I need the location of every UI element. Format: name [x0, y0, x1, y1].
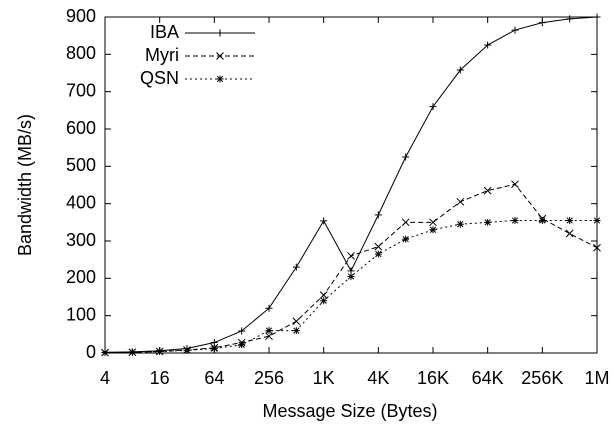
- data-point: [429, 103, 437, 111]
- series-line: [104, 219, 597, 354]
- legend-marker: [216, 52, 224, 60]
- data-point: [128, 348, 136, 356]
- legend-label: IBA: [150, 22, 179, 42]
- data-point: [156, 348, 164, 356]
- x-tick-label: 16: [150, 368, 170, 388]
- x-tick-label: 4: [100, 368, 110, 388]
- data-point: [429, 218, 437, 227]
- data-point: [456, 220, 464, 228]
- data-point: [320, 217, 328, 225]
- data-point: [566, 216, 574, 224]
- data-point: [265, 304, 273, 312]
- data-point: [238, 341, 246, 349]
- data-point: [265, 327, 273, 335]
- x-tick-label: 16K: [417, 368, 449, 388]
- data-point: [511, 180, 519, 189]
- y-tick-label: 500: [66, 155, 96, 175]
- data-point: [593, 13, 601, 21]
- data-point: [210, 339, 218, 347]
- data-point: [292, 317, 301, 326]
- y-tick-label: 200: [66, 267, 96, 287]
- data-point: [320, 297, 328, 305]
- data-point: [374, 242, 383, 251]
- y-tick-label: 800: [66, 43, 96, 63]
- data-point: [210, 345, 218, 353]
- data-point: [374, 250, 382, 258]
- data-point: [483, 186, 492, 195]
- data-point: [566, 15, 574, 23]
- data-point: [429, 226, 437, 234]
- x-tick-label: 1M: [584, 368, 609, 388]
- y-tick-label: 600: [66, 118, 96, 138]
- legend-marker: [216, 75, 224, 83]
- x-tick-label: 64K: [472, 368, 504, 388]
- y-tick-label: 900: [66, 6, 96, 26]
- x-tick-label: 4K: [367, 368, 389, 388]
- data-point: [511, 26, 519, 34]
- y-tick-label: 100: [66, 304, 96, 324]
- legend-marker: [216, 29, 224, 37]
- data-point: [401, 218, 410, 227]
- data-point: [347, 272, 355, 280]
- data-point: [374, 211, 382, 219]
- data-point: [347, 252, 355, 260]
- legend-label: QSN: [140, 68, 179, 88]
- data-point: [593, 243, 601, 252]
- data-point: [484, 218, 492, 226]
- y-axis-label: Bandwidth (MB/s): [15, 114, 35, 256]
- x-tick-label: 256K: [521, 368, 563, 388]
- data-point: [292, 263, 300, 271]
- data-point: [238, 327, 246, 335]
- data-point: [593, 216, 601, 224]
- data-point: [292, 327, 300, 335]
- data-point: [183, 346, 191, 354]
- data-point: [538, 216, 546, 224]
- x-tick-label: 64: [204, 368, 224, 388]
- data-point: [101, 349, 109, 357]
- data-point: [484, 41, 492, 49]
- x-axis-label: Message Size (Bytes): [262, 401, 437, 421]
- x-tick-label: 1K: [313, 368, 335, 388]
- plot-frame: [104, 16, 598, 354]
- y-tick-label: 300: [66, 230, 96, 250]
- y-tick-label: 0: [86, 342, 96, 362]
- data-point: [402, 235, 410, 243]
- data-point: [319, 291, 328, 299]
- data-point: [456, 66, 464, 74]
- data-point: [538, 19, 546, 27]
- data-point: [402, 153, 410, 161]
- data-point: [565, 229, 574, 238]
- y-tick-label: 400: [66, 192, 96, 212]
- legend-label: Myri: [145, 45, 179, 65]
- y-tick-label: 700: [66, 80, 96, 100]
- data-point: [511, 216, 519, 224]
- data-point: [456, 197, 465, 206]
- x-tick-label: 256: [254, 368, 284, 388]
- data-point: [265, 332, 273, 341]
